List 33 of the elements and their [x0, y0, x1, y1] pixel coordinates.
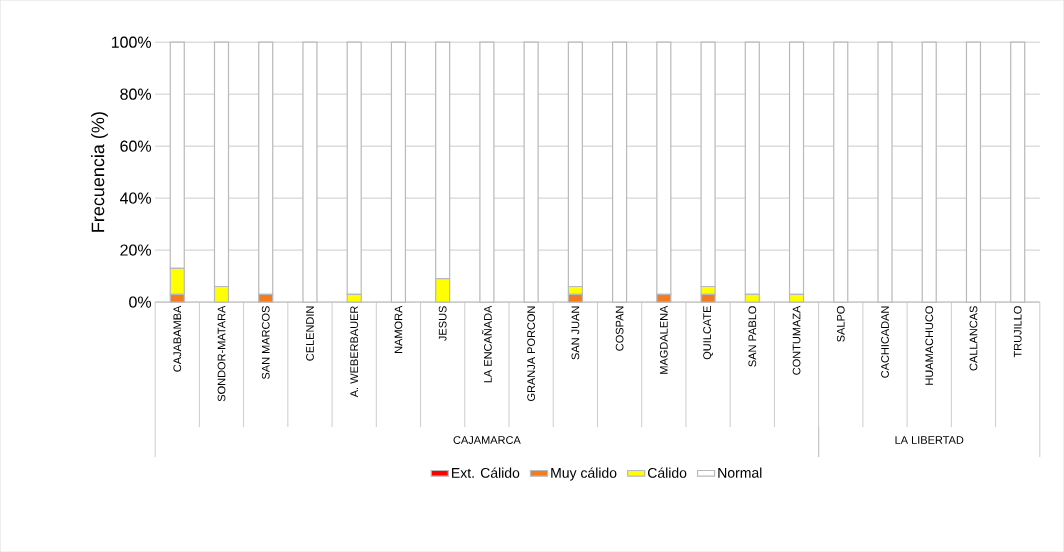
x-tick-label: CAJABAMBA: [173, 305, 182, 372]
legend-label: Muy cálido: [551, 467, 617, 481]
legend-label: Normal: [718, 467, 762, 478]
x-tick-label: CELENDIN: [306, 306, 314, 361]
x-tick-label: NAMORA: [394, 305, 403, 353]
x-tick-label: SONDOR-MATARA: [217, 305, 226, 402]
x-tick-label: TRUJILLO: [1013, 306, 1022, 358]
x-tick-label: SALPO: [836, 306, 845, 342]
x-tick-label: SAN PABLO: [748, 306, 757, 367]
x-tick-label: QUILCATE: [703, 306, 713, 360]
x-tick-label: JESUS: [438, 306, 447, 341]
y-tick-label: 20%: [120, 244, 152, 256]
y-tick-label: 60%: [120, 140, 152, 152]
x-tick-label: CALLANCAS: [969, 306, 978, 371]
x-tick-label: CONTUMAZA: [792, 305, 801, 375]
x-tick-label: COSPAN: [615, 306, 624, 351]
x-tick-label: MAGDALENA: [659, 305, 668, 374]
x-tick-label: CACHICADAN: [881, 306, 889, 378]
x-tick-label: SAN JUAN: [571, 306, 580, 360]
legend-label: Ext. Cálido: [452, 467, 520, 478]
y-tick-label: 0%: [129, 296, 152, 308]
x-tick-label: HUAMACHUCO: [925, 306, 934, 385]
x-tick-label: SAN MARCOS: [261, 306, 270, 379]
y-tick-label: 100%: [111, 36, 152, 48]
x-tick-label: LA ENCAÑADA: [482, 305, 492, 383]
x-tick-label: GRANJA PORCON: [527, 306, 536, 401]
text: LA LIBERTAD: [895, 436, 964, 444]
y-axis-title: Frecuencia (%): [91, 112, 108, 232]
x-tick-label: A. WEBERBAUER: [350, 306, 359, 398]
y-tick-label: 80%: [120, 88, 152, 100]
y-tick-label: 40%: [119, 192, 152, 204]
text: CAJAMARCA: [453, 436, 521, 444]
legend-label: Cálido: [647, 467, 687, 478]
